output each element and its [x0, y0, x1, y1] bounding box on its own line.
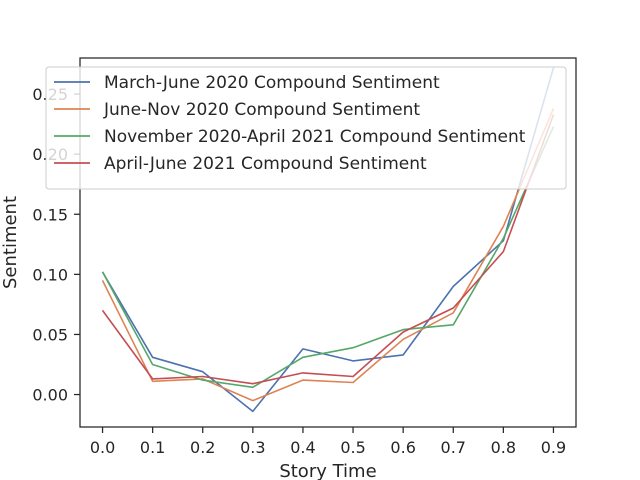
- x-tick-label: 0.3: [240, 438, 265, 457]
- y-tick-label: 0.05: [32, 325, 68, 344]
- x-tick-label: 0.0: [90, 438, 115, 457]
- series-line-1: [101, 67, 555, 413]
- y-tick-label: 0.15: [32, 205, 68, 224]
- legend-entry-1: March-June 2020 Compound Sentiment: [104, 73, 440, 93]
- x-tick-label: 0.6: [390, 438, 415, 457]
- series-line-4: [101, 114, 555, 385]
- x-tick-label: 0.1: [140, 438, 165, 457]
- x-tick-label: 0.7: [441, 438, 466, 457]
- legend-entry-2: June-Nov 2020 Compound Sentiment: [103, 100, 420, 120]
- legend-entry-4: April-June 2021 Compound Sentiment: [104, 154, 427, 174]
- y-tick-label: 0.00: [32, 386, 68, 405]
- series-line-2: [101, 108, 555, 402]
- legend-entry-3: November 2020-April 2021 Compound Sentim…: [104, 127, 526, 147]
- y-axis-label: Sentiment: [0, 196, 21, 289]
- x-tick-label: 0.5: [340, 438, 365, 457]
- x-tick-label: 0.4: [290, 438, 315, 457]
- x-tick-label: 0.2: [190, 438, 215, 457]
- legend-box: [45, 66, 567, 190]
- y-tick-label: 0.10: [32, 265, 68, 284]
- x-tick-label: 0.9: [541, 438, 566, 457]
- series-lines: [101, 67, 555, 413]
- series-line-3: [101, 126, 555, 389]
- x-axis: 0.0 0.1 0.2 0.3 0.4 0.5 0.6 0.7 0.8 0.9: [90, 427, 566, 457]
- legend: March-June 2020 Compound Sentiment June-N…: [45, 66, 567, 190]
- x-tick-label: 0.8: [491, 438, 516, 457]
- x-axis-label: Story Time: [279, 461, 376, 480]
- plot-frame: [79, 57, 577, 428]
